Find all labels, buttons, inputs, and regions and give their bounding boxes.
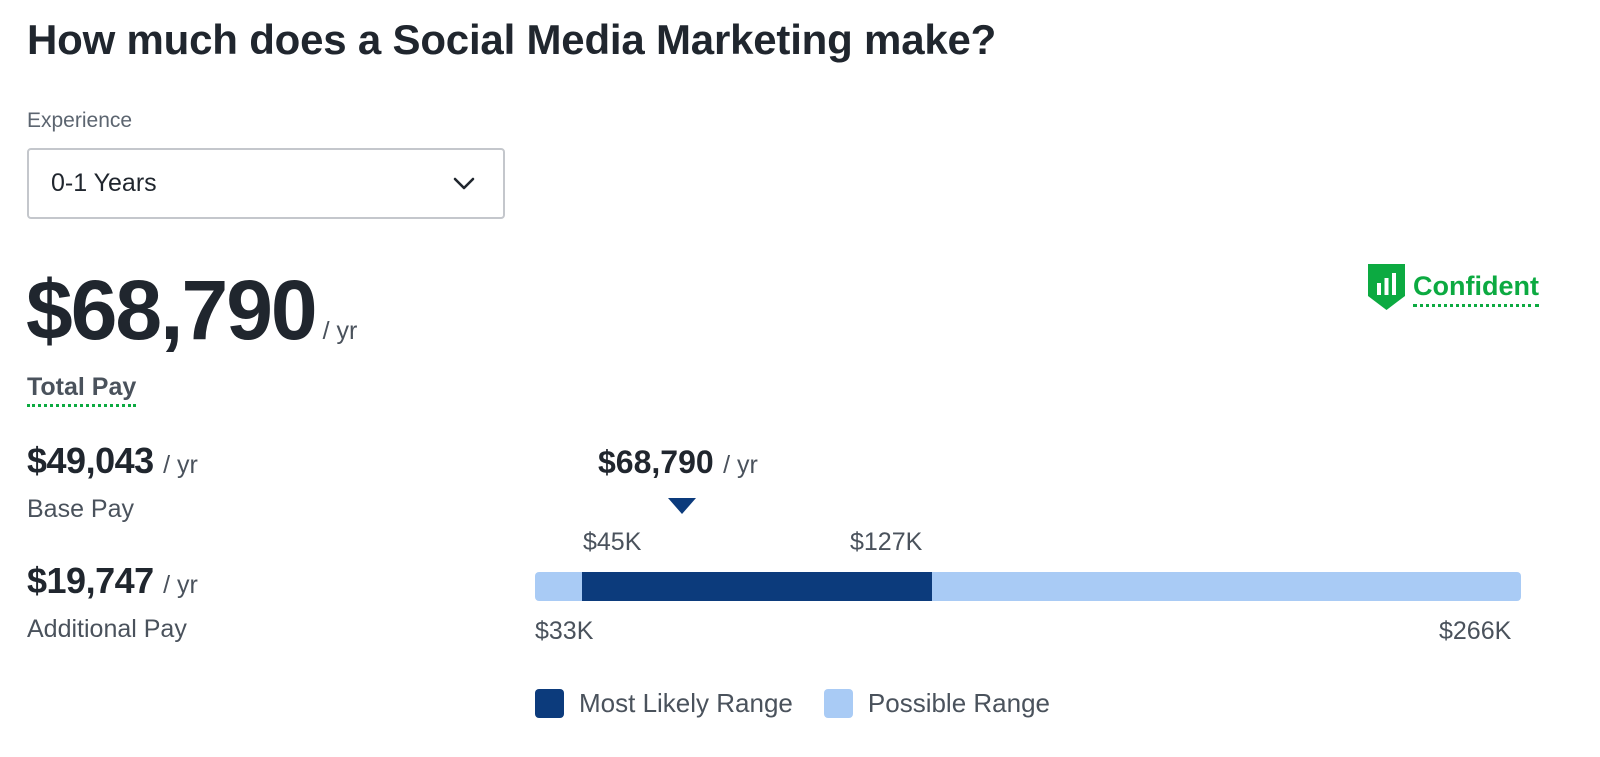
additional-pay-label: Additional Pay <box>27 615 187 643</box>
possible-legend-label: Possible Range <box>867 688 1051 718</box>
median-pay: $68,790 / yr <box>598 444 758 481</box>
total-pay-value: $68,790 <box>26 263 318 357</box>
total-pay-label[interactable]: Total Pay <box>27 373 137 407</box>
likely-low-label: $45K <box>583 528 642 556</box>
base-pay-amount: $49,043 / yr <box>27 440 198 482</box>
median-pay-unit: / yr <box>723 451 758 479</box>
additional-pay-amount: $19,747 / yr <box>27 560 198 602</box>
additional-pay-unit: / yr <box>163 571 198 599</box>
likely-high-label: $127K <box>850 528 923 556</box>
base-pay-unit: / yr <box>163 451 198 479</box>
most-likely-swatch <box>535 689 564 718</box>
possible-high-label: $266K <box>1439 617 1512 645</box>
possible-low-label: $33K <box>535 617 594 645</box>
median-pay-value: $68,790 <box>598 444 714 480</box>
median-marker-icon <box>668 498 696 514</box>
possible-swatch <box>823 689 853 718</box>
base-pay-label: Base Pay <box>27 495 135 523</box>
most-likely-range-bar <box>582 572 932 601</box>
bar-chart-shield-icon <box>1368 264 1405 315</box>
possible-range-bar <box>535 572 1521 601</box>
confidence-label: Confident <box>1413 271 1539 308</box>
page-title: How much does a Social Media Marketing m… <box>27 16 997 63</box>
confidence-badge[interactable]: Confident <box>1368 264 1539 315</box>
additional-pay-value: $19,747 <box>27 560 154 601</box>
experience-dropdown[interactable]: 0-1 Years <box>27 148 505 219</box>
experience-label: Experience <box>27 109 133 132</box>
range-legend: Most Likely Range Possible Range <box>535 688 1050 719</box>
total-pay-unit: / yr <box>322 317 358 345</box>
experience-selected-value: 0-1 Years <box>51 169 157 197</box>
total-pay-amount: $68,790 / yr <box>26 268 357 352</box>
base-pay-value: $49,043 <box>27 440 154 481</box>
most-likely-legend-label: Most Likely Range <box>579 688 793 718</box>
chevron-down-icon <box>453 177 475 191</box>
